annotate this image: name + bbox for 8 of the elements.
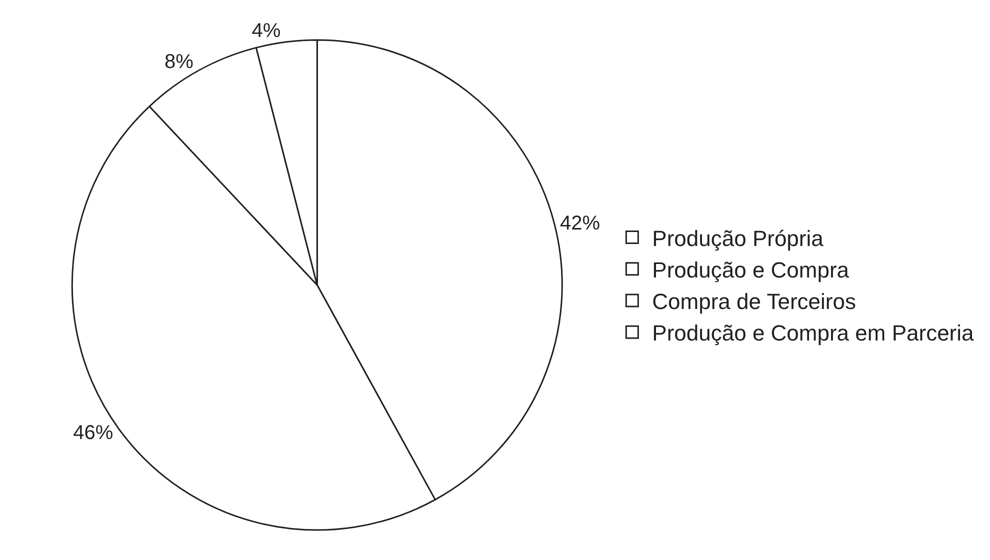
legend-label: Produção e Compra em Parceria xyxy=(652,320,975,346)
legend-label: Produção e Compra xyxy=(652,257,850,282)
data-label: 42% xyxy=(560,212,600,234)
data-label: 46% xyxy=(73,422,114,444)
legend-label: Produção Própria xyxy=(652,226,824,251)
data-label: 8% xyxy=(164,50,194,73)
data-label: 4% xyxy=(252,20,281,42)
legend-label: Compra de Terceiros xyxy=(652,289,856,314)
